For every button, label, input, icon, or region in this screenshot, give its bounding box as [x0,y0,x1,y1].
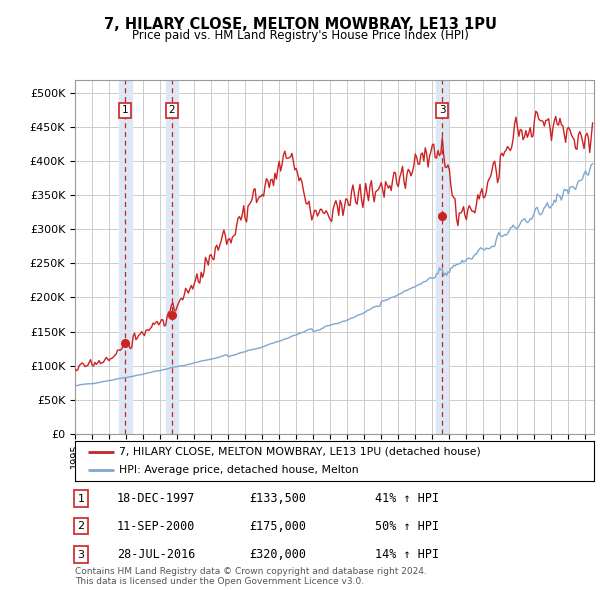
Text: Price paid vs. HM Land Registry's House Price Index (HPI): Price paid vs. HM Land Registry's House … [131,30,469,42]
Text: HPI: Average price, detached house, Melton: HPI: Average price, detached house, Melt… [119,465,359,475]
Text: 7, HILARY CLOSE, MELTON MOWBRAY, LE13 1PU: 7, HILARY CLOSE, MELTON MOWBRAY, LE13 1P… [104,17,497,31]
Text: 50% ↑ HPI: 50% ↑ HPI [375,520,439,533]
Bar [166,80,178,434]
Bar [119,80,132,434]
Bar [436,80,448,434]
Text: Contains HM Land Registry data © Crown copyright and database right 2024.: Contains HM Land Registry data © Crown c… [75,567,427,576]
Text: 18-DEC-1997: 18-DEC-1997 [117,492,196,505]
Text: 11-SEP-2000: 11-SEP-2000 [117,520,196,533]
Text: £133,500: £133,500 [249,492,306,505]
Text: 1: 1 [122,105,128,115]
Text: 2: 2 [169,105,175,115]
Text: £320,000: £320,000 [249,548,306,561]
Text: £175,000: £175,000 [249,520,306,533]
Text: 28-JUL-2016: 28-JUL-2016 [117,548,196,561]
Text: 2: 2 [77,522,85,531]
Text: This data is licensed under the Open Government Licence v3.0.: This data is licensed under the Open Gov… [75,578,364,586]
Text: 1: 1 [77,494,85,503]
Text: 3: 3 [439,105,445,115]
Text: 7, HILARY CLOSE, MELTON MOWBRAY, LE13 1PU (detached house): 7, HILARY CLOSE, MELTON MOWBRAY, LE13 1P… [119,447,481,457]
Text: 3: 3 [77,550,85,559]
Text: 41% ↑ HPI: 41% ↑ HPI [375,492,439,505]
Text: 14% ↑ HPI: 14% ↑ HPI [375,548,439,561]
